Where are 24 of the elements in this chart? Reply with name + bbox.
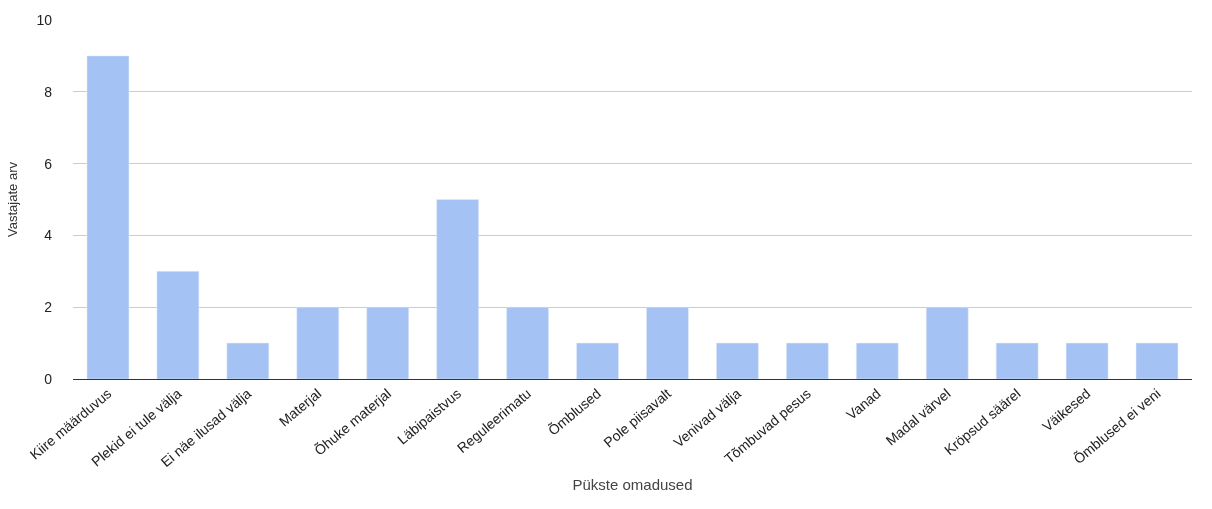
bar	[296, 306, 340, 379]
y-tick-label: 4	[44, 227, 53, 244]
bar	[576, 342, 619, 379]
x-axis-title: Pükste omadused	[572, 476, 693, 493]
bar	[646, 306, 689, 379]
bar	[226, 342, 270, 379]
bar	[856, 342, 899, 379]
bar	[86, 55, 130, 379]
y-tick-label: 2	[44, 299, 53, 316]
y-tick-label: 8	[44, 83, 53, 100]
bar	[995, 342, 1039, 379]
bar	[366, 306, 409, 379]
bar	[506, 306, 549, 379]
bar	[1135, 342, 1179, 379]
bar	[156, 271, 200, 379]
bar	[786, 342, 829, 379]
bar	[1065, 342, 1109, 379]
bar	[716, 342, 759, 379]
y-tick-label: 10	[36, 11, 53, 28]
y-tick-label: 6	[44, 155, 53, 172]
bar	[436, 199, 479, 379]
y-tick-label: 0	[44, 370, 53, 387]
y-axis-title: Vastajate arv	[5, 161, 21, 237]
bar	[925, 306, 969, 379]
